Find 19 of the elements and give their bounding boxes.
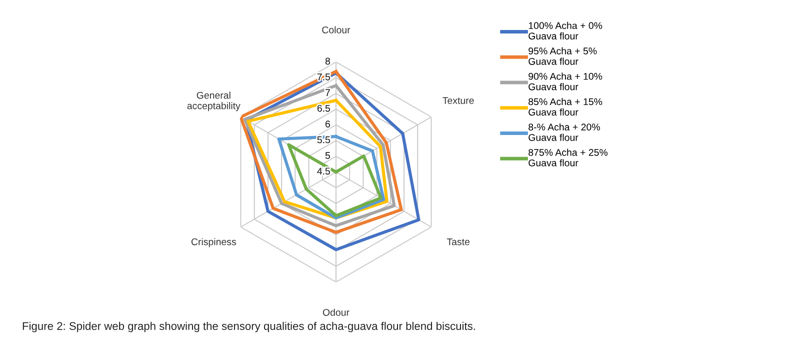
legend-label: 95% Acha + 5% Guava flour: [528, 47, 597, 65]
spoke-label: General acceptability: [187, 92, 240, 112]
spoke-label: Crispiness: [191, 238, 236, 248]
y-tick-label: 7: [326, 89, 330, 96]
y-tick-label: 8: [325, 58, 330, 65]
legend-label: 8-% Acha + 20% Guava flour: [528, 123, 600, 141]
y-tick-label: 6: [326, 120, 330, 128]
spoke-label: Taste: [446, 238, 470, 246]
spoke-label: Odour: [322, 308, 350, 316]
y-tick-label: 5: [325, 152, 330, 159]
legend-label: 90% Acha + 10% Guava flour: [528, 72, 602, 90]
legend-label: 85% Acha + 15% Guava flour: [528, 98, 602, 116]
legend-label: 100% Acha + 0% Guava flour: [528, 22, 602, 40]
y-tick-label: 6.5: [317, 104, 330, 112]
y-tick-label: 4.5: [317, 168, 330, 175]
spoke-label: Texture: [442, 97, 474, 104]
legend-label: 875% Acha + 25% Guava flour: [528, 148, 608, 166]
caption: Figure 2: Spider web graph showing the sensory qualities of acha-guava flour blend biscuits.: [22, 322, 475, 332]
spoke-label: Colour: [322, 26, 350, 34]
